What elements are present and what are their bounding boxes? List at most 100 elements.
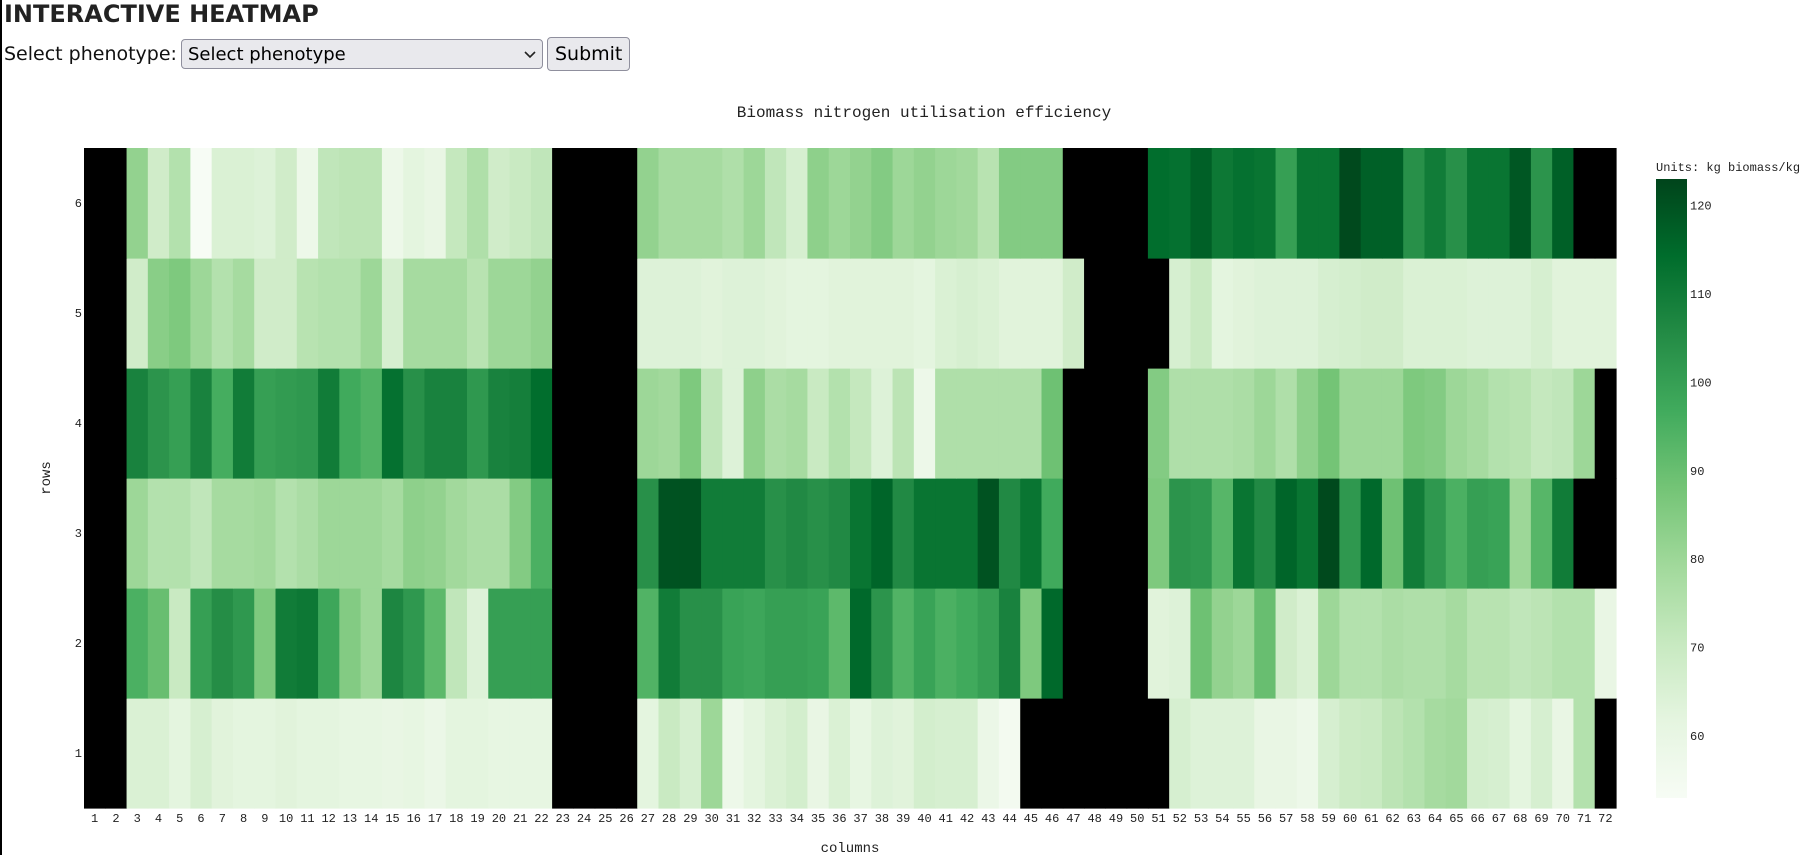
heatmap-cell <box>1381 698 1404 809</box>
x-tick-label: 14 <box>364 812 378 826</box>
heatmap-cell <box>232 698 255 809</box>
heatmap-cell <box>488 698 511 809</box>
heatmap-cell <box>147 478 170 589</box>
heatmap-cell <box>1318 698 1340 809</box>
y-tick-label: 1 <box>75 747 82 761</box>
heatmap-cell <box>1424 478 1447 589</box>
colorbar-tick-label: 80 <box>1690 553 1704 567</box>
heatmap-cell <box>381 588 404 699</box>
x-tick-label: 20 <box>492 812 506 826</box>
heatmap-cell <box>1467 258 1489 369</box>
heatmap-cell <box>1552 258 1575 369</box>
heatmap-cell <box>509 258 532 369</box>
heatmap-cell <box>1381 478 1404 589</box>
heatmap-cell <box>1169 588 1192 699</box>
heatmap-cell <box>1084 698 1106 809</box>
heatmap-cell <box>1275 478 1298 589</box>
heatmap-cell <box>1360 258 1383 369</box>
heatmap-cell <box>658 698 681 809</box>
heatmap-cell <box>807 588 830 699</box>
heatmap-cell <box>594 368 617 479</box>
phenotype-select[interactable]: Select phenotype <box>180 39 543 69</box>
x-tick-label: 17 <box>428 812 442 826</box>
colorbar <box>1656 179 1687 798</box>
heatmap-cell <box>1105 698 1128 809</box>
heatmap-cell <box>1105 478 1128 589</box>
heatmap-cell <box>211 478 234 589</box>
heatmap-cell <box>786 148 809 259</box>
heatmap-cell <box>488 588 511 699</box>
x-tick-label: 36 <box>832 812 846 826</box>
heatmap-cell <box>1233 148 1255 259</box>
heatmap-cell <box>1211 588 1234 699</box>
heatmap-cell <box>637 148 660 259</box>
x-tick-label: 51 <box>1151 812 1165 826</box>
heatmap-cell <box>1126 258 1149 369</box>
heatmap-cell <box>1296 368 1319 479</box>
heatmap-cell <box>701 478 723 589</box>
heatmap-cell <box>488 258 511 369</box>
heatmap-cell <box>169 368 191 479</box>
heatmap-cell <box>1381 588 1404 699</box>
x-tick-label: 65 <box>1449 812 1463 826</box>
colorbar-title: Units: kg biomass/kg N <box>1656 161 1807 175</box>
heatmap-cell <box>1467 148 1489 259</box>
heatmap-cell <box>1445 698 1468 809</box>
heatmap-cell <box>1190 368 1213 479</box>
heatmap-cell <box>424 698 447 809</box>
heatmap-cell <box>169 148 191 259</box>
heatmap-cell <box>381 698 404 809</box>
heatmap-cell <box>1445 478 1468 589</box>
heatmap-cell <box>935 478 957 589</box>
heatmap-cell <box>956 588 979 699</box>
x-tick-label: 70 <box>1556 812 1570 826</box>
heatmap-cell <box>679 478 702 589</box>
heatmap-cell <box>722 698 745 809</box>
heatmap-cell <box>701 368 723 479</box>
x-tick-label: 66 <box>1470 812 1484 826</box>
heatmap-cell <box>722 368 745 479</box>
heatmap-cell <box>1147 588 1170 699</box>
submit-button[interactable]: Submit <box>546 37 631 71</box>
heatmap-cell <box>509 698 532 809</box>
heatmap-cell <box>1084 368 1106 479</box>
heatmap-cell <box>786 368 809 479</box>
heatmap-cell <box>1254 258 1277 369</box>
x-tick-label: 30 <box>704 812 718 826</box>
heatmap-cell <box>1403 368 1426 479</box>
heatmap-cell <box>1488 478 1511 589</box>
heatmap-cell <box>615 478 638 589</box>
heatmap-cell <box>1424 588 1447 699</box>
heatmap-cell <box>764 698 787 809</box>
phenotype-select-value: Select phenotype <box>187 43 346 65</box>
x-tick-label: 2 <box>112 812 119 826</box>
heatmap-cell <box>1296 698 1319 809</box>
heatmap-cell <box>1594 368 1617 479</box>
heatmap-cell <box>126 258 149 369</box>
x-tick-label: 8 <box>240 812 247 826</box>
heatmap-cell <box>1275 148 1298 259</box>
heatmap-cell <box>318 698 340 809</box>
heatmap-cell <box>445 148 468 259</box>
x-tick-label: 41 <box>939 812 953 826</box>
heatmap-cell <box>1211 258 1234 369</box>
heatmap-cell <box>1105 368 1128 479</box>
heatmap-cell <box>445 588 468 699</box>
heatmap-cell <box>530 698 553 809</box>
heatmap-cell <box>1020 368 1043 479</box>
x-tick-label: 68 <box>1513 812 1527 826</box>
heatmap-cells <box>84 148 1617 809</box>
heatmap-cell <box>913 588 936 699</box>
heatmap-cell <box>296 148 319 259</box>
heatmap-cell <box>424 478 447 589</box>
heatmap-cell <box>105 258 128 369</box>
heatmap-cell <box>1573 588 1596 699</box>
heatmap-cell <box>828 478 851 589</box>
heatmap-cell <box>424 258 447 369</box>
heatmap-cell <box>424 148 447 259</box>
x-tick-label: 23 <box>556 812 570 826</box>
heatmap-cell <box>381 148 404 259</box>
x-tick-label: 56 <box>1258 812 1272 826</box>
heatmap-cell <box>1360 698 1383 809</box>
x-tick-label: 59 <box>1322 812 1336 826</box>
